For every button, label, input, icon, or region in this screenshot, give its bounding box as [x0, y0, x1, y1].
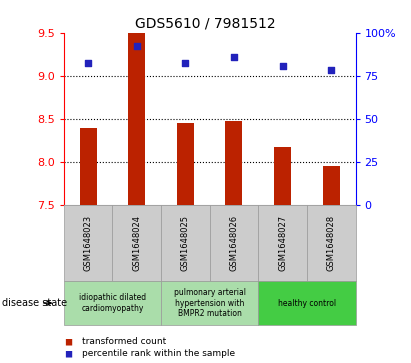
Bar: [79, 127, 97, 205]
Bar: [323, 166, 340, 205]
Bar: [161, 205, 210, 281]
Point: [133, 43, 140, 49]
Text: idiopathic dilated
cardiomyopathy: idiopathic dilated cardiomyopathy: [79, 293, 146, 313]
Text: healthy control: healthy control: [278, 299, 336, 307]
Text: GSM1648024: GSM1648024: [132, 215, 141, 271]
Text: GSM1648028: GSM1648028: [327, 215, 336, 271]
Text: disease state: disease state: [2, 298, 67, 308]
Text: transformed count: transformed count: [82, 337, 166, 346]
Text: GDS5610 / 7981512: GDS5610 / 7981512: [135, 16, 276, 30]
Bar: [307, 205, 356, 281]
Bar: [161, 281, 258, 325]
Text: GSM1648027: GSM1648027: [278, 215, 287, 271]
Bar: [258, 281, 356, 325]
Text: GSM1648023: GSM1648023: [83, 215, 92, 271]
Point: [279, 64, 286, 69]
Text: GSM1648026: GSM1648026: [229, 215, 238, 271]
Point: [328, 67, 335, 73]
Bar: [128, 33, 145, 205]
Point: [85, 60, 91, 66]
Point: [182, 60, 189, 66]
Bar: [225, 122, 242, 205]
Bar: [274, 147, 291, 205]
Bar: [177, 123, 194, 205]
Text: ◼: ◼: [64, 349, 72, 359]
Text: GSM1648025: GSM1648025: [181, 215, 190, 271]
Bar: [210, 205, 258, 281]
Text: pulmonary arterial
hypertension with
BMPR2 mutation: pulmonary arterial hypertension with BMP…: [173, 288, 246, 318]
Text: percentile rank within the sample: percentile rank within the sample: [82, 350, 236, 358]
Text: ◼: ◼: [64, 336, 72, 346]
Point: [231, 54, 237, 60]
Bar: [64, 281, 161, 325]
Bar: [112, 205, 161, 281]
Bar: [258, 205, 307, 281]
Bar: [64, 205, 112, 281]
